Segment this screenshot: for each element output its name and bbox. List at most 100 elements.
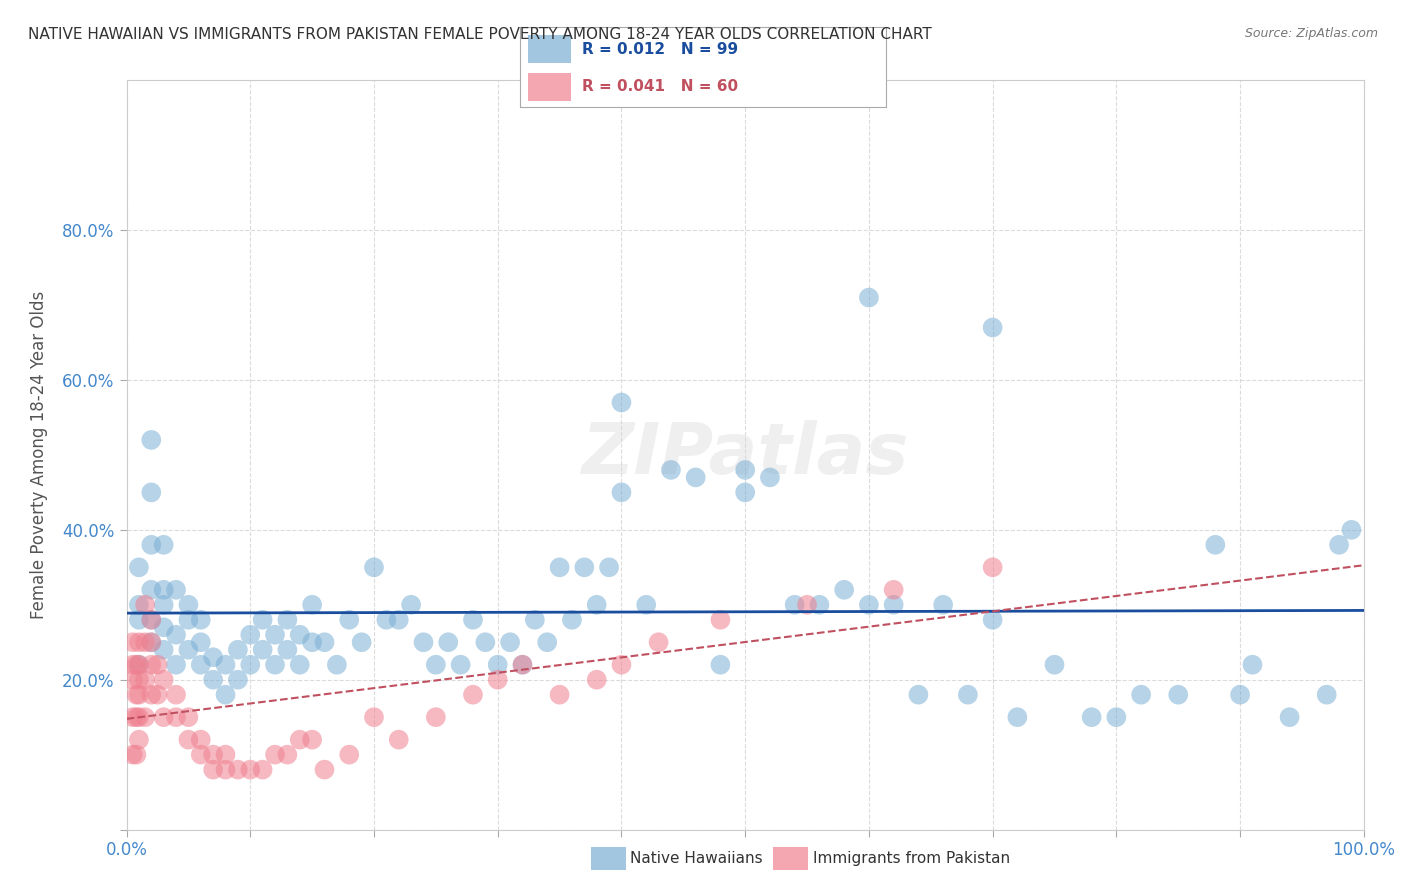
- Point: [1105, 710, 1128, 724]
- Point: [388, 613, 411, 627]
- Point: [214, 763, 236, 777]
- Point: [128, 688, 150, 702]
- Point: [337, 747, 360, 762]
- Point: [152, 642, 174, 657]
- Point: [1007, 710, 1029, 724]
- Text: Source: ZipAtlas.com: Source: ZipAtlas.com: [1244, 27, 1378, 40]
- Point: [832, 582, 855, 597]
- Point: [141, 635, 163, 649]
- Point: [141, 657, 163, 672]
- Point: [152, 538, 174, 552]
- Point: [226, 642, 249, 657]
- Point: [1204, 538, 1226, 552]
- Point: [264, 628, 287, 642]
- Point: [288, 732, 311, 747]
- Point: [121, 710, 143, 724]
- Point: [1241, 657, 1264, 672]
- Point: [128, 657, 150, 672]
- Point: [214, 657, 236, 672]
- Point: [1340, 523, 1362, 537]
- Point: [783, 598, 806, 612]
- Point: [474, 635, 496, 649]
- Point: [425, 710, 447, 724]
- Bar: [527, 35, 571, 62]
- Point: [375, 613, 398, 627]
- Point: [326, 657, 349, 672]
- Point: [177, 710, 200, 724]
- Point: [486, 657, 509, 672]
- Point: [685, 470, 707, 484]
- Point: [202, 650, 225, 665]
- Point: [190, 613, 212, 627]
- Point: [412, 635, 434, 649]
- Point: [264, 657, 287, 672]
- Point: [858, 598, 880, 612]
- Point: [125, 747, 148, 762]
- Point: [141, 688, 163, 702]
- Point: [610, 657, 633, 672]
- Point: [981, 320, 1004, 334]
- Point: [239, 763, 262, 777]
- Point: [808, 598, 831, 612]
- Point: [956, 688, 979, 702]
- Point: [461, 688, 484, 702]
- Text: R = 0.041   N = 60: R = 0.041 N = 60: [582, 79, 738, 95]
- Point: [128, 613, 150, 627]
- Point: [598, 560, 620, 574]
- Point: [981, 560, 1004, 574]
- Point: [152, 620, 174, 634]
- Point: [121, 657, 143, 672]
- Point: [128, 598, 150, 612]
- Point: [128, 657, 150, 672]
- Point: [388, 732, 411, 747]
- Point: [177, 598, 200, 612]
- Text: NATIVE HAWAIIAN VS IMMIGRANTS FROM PAKISTAN FEMALE POVERTY AMONG 18-24 YEAR OLDS: NATIVE HAWAIIAN VS IMMIGRANTS FROM PAKIS…: [28, 27, 932, 42]
- Point: [1278, 710, 1301, 724]
- Point: [636, 598, 658, 612]
- Point: [486, 673, 509, 687]
- Point: [141, 485, 163, 500]
- Point: [190, 732, 212, 747]
- Point: [709, 657, 731, 672]
- Point: [314, 763, 336, 777]
- Point: [585, 673, 607, 687]
- Point: [128, 673, 150, 687]
- Point: [165, 710, 187, 724]
- Point: [190, 747, 212, 762]
- Y-axis label: Female Poverty Among 18-24 Year Olds: Female Poverty Among 18-24 Year Olds: [31, 291, 48, 619]
- Point: [152, 710, 174, 724]
- Point: [288, 628, 311, 642]
- Point: [1327, 538, 1350, 552]
- Point: [1229, 688, 1251, 702]
- Point: [252, 642, 274, 657]
- Point: [499, 635, 522, 649]
- Point: [512, 657, 534, 672]
- Point: [932, 598, 955, 612]
- Point: [981, 613, 1004, 627]
- Point: [141, 613, 163, 627]
- Point: [536, 635, 558, 649]
- Point: [858, 291, 880, 305]
- Point: [128, 560, 150, 574]
- Point: [1316, 688, 1339, 702]
- Point: [152, 673, 174, 687]
- Point: [121, 673, 143, 687]
- Point: [301, 598, 323, 612]
- Point: [252, 613, 274, 627]
- Point: [301, 635, 323, 649]
- Point: [610, 485, 633, 500]
- Point: [125, 688, 148, 702]
- Point: [337, 613, 360, 627]
- Point: [190, 657, 212, 672]
- Point: [146, 657, 169, 672]
- Point: [177, 642, 200, 657]
- Point: [709, 613, 731, 627]
- Point: [659, 463, 682, 477]
- Point: [647, 635, 669, 649]
- Point: [134, 710, 156, 724]
- Point: [1167, 688, 1189, 702]
- Point: [734, 463, 756, 477]
- Point: [121, 635, 143, 649]
- Point: [226, 673, 249, 687]
- Point: [363, 560, 385, 574]
